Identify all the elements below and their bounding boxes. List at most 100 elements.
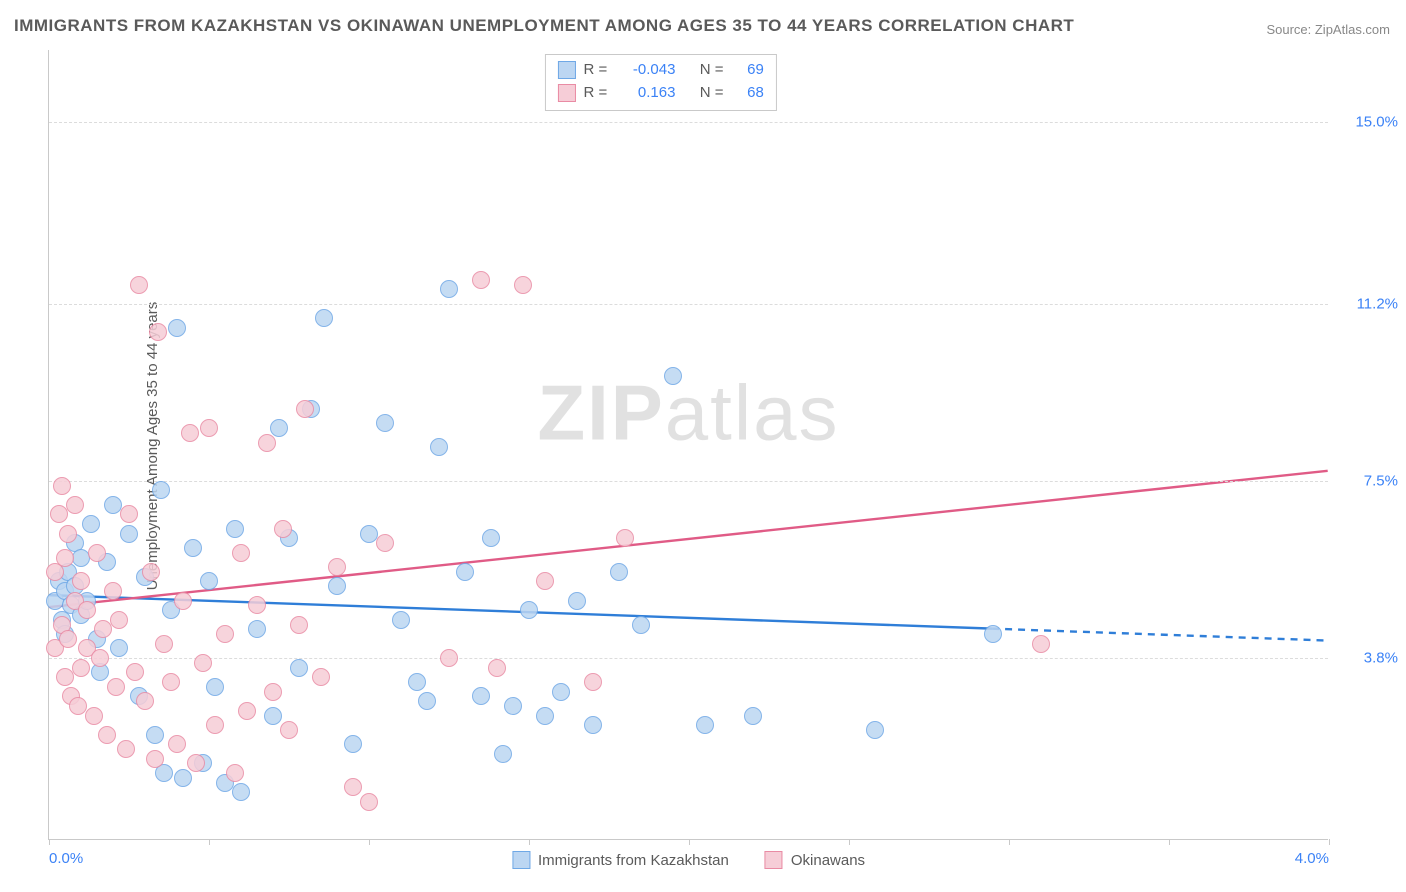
data-point-okinawans (248, 596, 266, 614)
data-point-okinawans (216, 625, 234, 643)
gridline (49, 481, 1328, 482)
data-point-kazakhstan (440, 280, 458, 298)
data-point-okinawans (88, 544, 106, 562)
data-point-kazakhstan (482, 529, 500, 547)
data-point-okinawans (168, 735, 186, 753)
data-point-okinawans (238, 702, 256, 720)
data-point-kazakhstan (184, 539, 202, 557)
x-tick-mark (1009, 839, 1010, 845)
data-point-kazakhstan (456, 563, 474, 581)
data-point-kazakhstan (472, 687, 490, 705)
data-point-okinawans (117, 740, 135, 758)
data-point-okinawans (296, 400, 314, 418)
data-point-kazakhstan (376, 414, 394, 432)
data-point-kazakhstan (200, 572, 218, 590)
data-point-okinawans (98, 726, 116, 744)
data-point-kazakhstan (248, 620, 266, 638)
legend-item-okinawans: Okinawans (765, 851, 865, 869)
data-point-kazakhstan (984, 625, 1002, 643)
x-tick-label: 0.0% (49, 850, 83, 867)
data-point-kazakhstan (174, 769, 192, 787)
data-point-okinawans (472, 271, 490, 289)
data-point-okinawans (142, 563, 160, 581)
x-tick-mark (1329, 839, 1330, 845)
legend-N-label: N = (700, 59, 728, 82)
data-point-okinawans (85, 707, 103, 725)
data-point-kazakhstan (328, 577, 346, 595)
data-point-okinawans (120, 505, 138, 523)
y-tick-label: 3.8% (1338, 650, 1398, 667)
legend-item-label: Okinawans (791, 852, 865, 869)
data-point-okinawans (59, 525, 77, 543)
data-point-kazakhstan (290, 659, 308, 677)
data-point-okinawans (174, 592, 192, 610)
x-tick-mark (49, 839, 50, 845)
watermark-rest: atlas (665, 368, 840, 456)
legend-swatch-okinawans (557, 84, 575, 102)
legend-R-label: R = (583, 82, 611, 105)
source-link[interactable]: ZipAtlas.com (1315, 22, 1390, 37)
data-point-kazakhstan (392, 611, 410, 629)
data-point-okinawans (94, 620, 112, 638)
x-tick-mark (689, 839, 690, 845)
data-point-kazakhstan (610, 563, 628, 581)
data-point-okinawans (50, 505, 68, 523)
data-point-kazakhstan (664, 367, 682, 385)
data-point-kazakhstan (408, 673, 426, 691)
chart-plot-area: ZIPatlas R =-0.043 N =69R =0.163 N =68 I… (48, 50, 1328, 840)
data-point-okinawans (78, 601, 96, 619)
data-point-kazakhstan (584, 716, 602, 734)
data-point-okinawans (72, 572, 90, 590)
data-point-okinawans (344, 778, 362, 796)
data-point-okinawans (126, 663, 144, 681)
legend-item-kazakhstan: Immigrants from Kazakhstan (512, 851, 729, 869)
data-point-okinawans (616, 529, 634, 547)
data-point-okinawans (312, 668, 330, 686)
data-point-kazakhstan (696, 716, 714, 734)
data-point-kazakhstan (744, 707, 762, 725)
data-point-kazakhstan (494, 745, 512, 763)
data-point-okinawans (91, 649, 109, 667)
data-point-kazakhstan (344, 735, 362, 753)
data-point-kazakhstan (232, 783, 250, 801)
data-point-okinawans (66, 496, 84, 514)
data-point-kazakhstan (120, 525, 138, 543)
data-point-kazakhstan (430, 438, 448, 456)
data-point-okinawans (104, 582, 122, 600)
y-tick-label: 7.5% (1338, 472, 1398, 489)
gridline (49, 304, 1328, 305)
data-point-okinawans (290, 616, 308, 634)
data-point-okinawans (72, 659, 90, 677)
data-point-kazakhstan (82, 515, 100, 533)
legend-N-value-okinawans: 68 (736, 82, 764, 105)
trend-lines-layer (49, 50, 1328, 839)
x-tick-mark (529, 839, 530, 845)
legend-stat-row-okinawans: R =0.163 N =68 (557, 82, 763, 105)
data-point-okinawans (56, 668, 74, 686)
data-point-okinawans (155, 635, 173, 653)
data-point-kazakhstan (552, 683, 570, 701)
x-tick-mark (1169, 839, 1170, 845)
data-point-kazakhstan (226, 520, 244, 538)
legend-series: Immigrants from Kazakhstan Okinawans (512, 851, 865, 869)
trend-line-okinawans (49, 471, 1327, 607)
legend-stat-row-kazakhstan: R =-0.043 N =69 (557, 59, 763, 82)
data-point-okinawans (360, 793, 378, 811)
x-tick-mark (849, 839, 850, 845)
data-point-okinawans (226, 764, 244, 782)
legend-swatch-icon (765, 851, 783, 869)
data-point-okinawans (56, 549, 74, 567)
legend-R-value-okinawans: 0.163 (619, 82, 675, 105)
data-point-okinawans (162, 673, 180, 691)
y-tick-label: 11.2% (1338, 295, 1398, 312)
legend-swatch-kazakhstan (557, 61, 575, 79)
gridline (49, 658, 1328, 659)
watermark: ZIPatlas (537, 367, 839, 458)
data-point-okinawans (200, 419, 218, 437)
data-point-okinawans (280, 721, 298, 739)
data-point-okinawans (584, 673, 602, 691)
data-point-kazakhstan (536, 707, 554, 725)
data-point-okinawans (187, 754, 205, 772)
data-point-okinawans (181, 424, 199, 442)
data-point-okinawans (1032, 635, 1050, 653)
